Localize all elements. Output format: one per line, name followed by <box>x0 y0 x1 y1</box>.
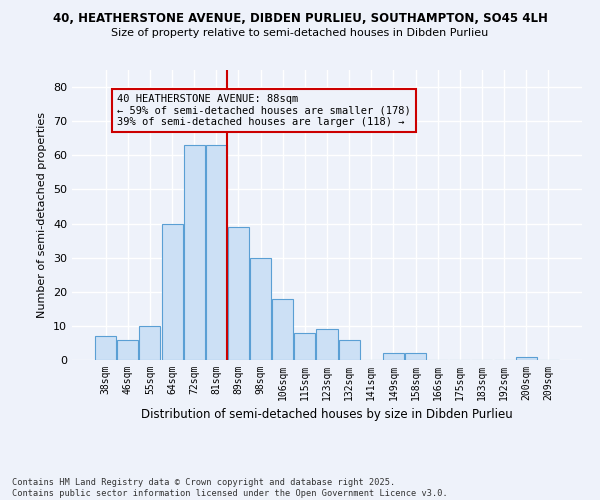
Bar <box>515 356 536 360</box>
Bar <box>316 330 338 360</box>
Bar <box>272 298 293 360</box>
X-axis label: Distribution of semi-detached houses by size in Dibden Purlieu: Distribution of semi-detached houses by … <box>141 408 513 422</box>
Bar <box>295 332 316 360</box>
Text: 40, HEATHERSTONE AVENUE, DIBDEN PURLIEU, SOUTHAMPTON, SO45 4LH: 40, HEATHERSTONE AVENUE, DIBDEN PURLIEU,… <box>53 12 547 26</box>
Bar <box>338 340 359 360</box>
Bar <box>250 258 271 360</box>
Bar <box>95 336 116 360</box>
Text: Contains HM Land Registry data © Crown copyright and database right 2025.
Contai: Contains HM Land Registry data © Crown c… <box>12 478 448 498</box>
Bar <box>206 145 227 360</box>
Bar <box>139 326 160 360</box>
Bar <box>383 353 404 360</box>
Bar <box>228 227 249 360</box>
Bar <box>184 145 205 360</box>
Y-axis label: Number of semi-detached properties: Number of semi-detached properties <box>37 112 47 318</box>
Text: Size of property relative to semi-detached houses in Dibden Purlieu: Size of property relative to semi-detach… <box>112 28 488 38</box>
Bar <box>118 340 139 360</box>
Bar <box>405 353 426 360</box>
Text: 40 HEATHERSTONE AVENUE: 88sqm
← 59% of semi-detached houses are smaller (178)
39: 40 HEATHERSTONE AVENUE: 88sqm ← 59% of s… <box>117 94 410 127</box>
Bar <box>161 224 182 360</box>
